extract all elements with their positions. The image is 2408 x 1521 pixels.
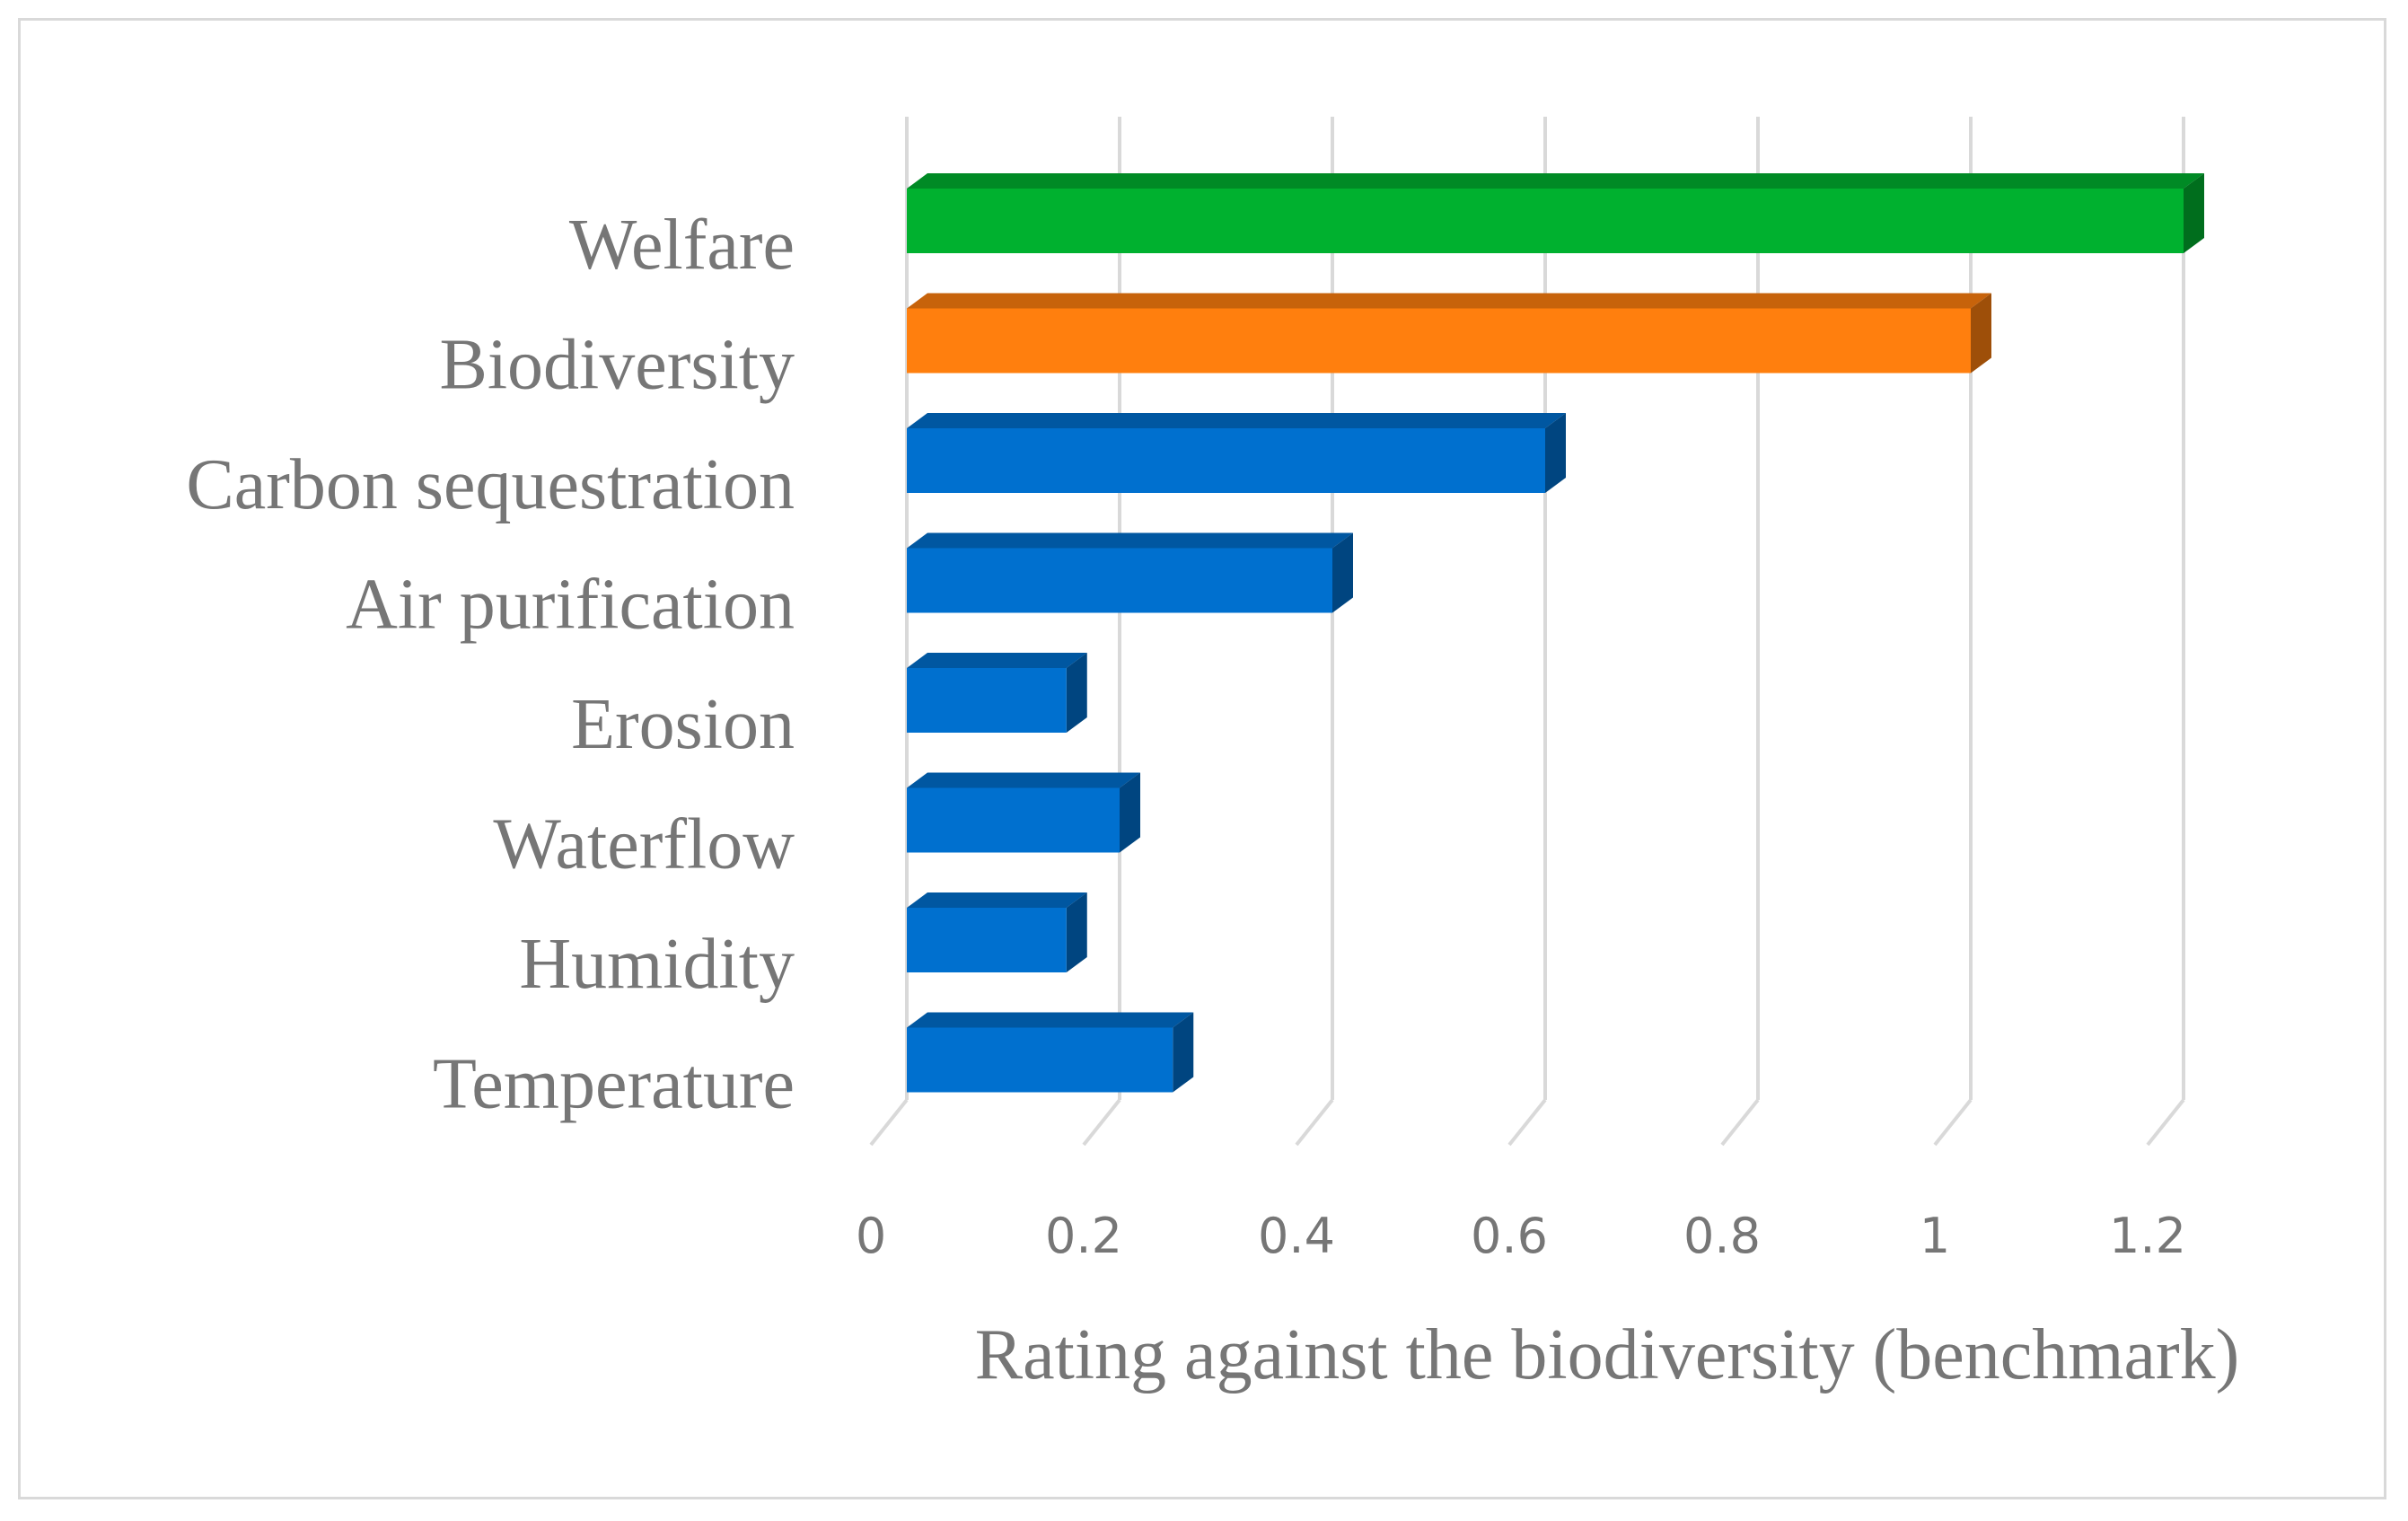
category-label-erosion: Erosion: [571, 685, 795, 764]
gridlines: [869, 117, 2185, 1147]
chart-frame: [18, 18, 2386, 1499]
bar-humidity: [907, 892, 1087, 972]
bar-top-air-purification: [907, 532, 1353, 549]
bar-top-biodiversity: [907, 293, 1991, 309]
bar-side-air-purification: [1332, 532, 1353, 613]
x-tick-label-6: 1.2: [2109, 1208, 2186, 1264]
bar-carbon-sequestration: [907, 413, 1566, 493]
bar-front-temperature: [907, 1027, 1173, 1093]
category-label-biodiversity: Biodiversity: [439, 326, 795, 405]
bar-top-carbon-sequestration: [907, 413, 1566, 428]
bar-erosion: [907, 653, 1087, 733]
bar-front-carbon-sequestration: [907, 428, 1545, 493]
bar-front-air-purification: [907, 548, 1332, 613]
gridline-floor-5: [1933, 1098, 1973, 1147]
bar-front-waterflow: [907, 787, 1120, 853]
category-label-air-purification: Air purification: [346, 566, 795, 645]
x-tick-label-5: 1: [1920, 1208, 1950, 1264]
x-tick-label-3: 0.6: [1471, 1208, 1548, 1264]
bar-side-biodiversity: [1971, 293, 1991, 374]
bar-side-erosion: [1066, 653, 1087, 733]
x-tick-label-4: 0.8: [1683, 1208, 1761, 1264]
x-tick-labels: 0 0.2 0.4 0.6 0.8 1 1.2: [856, 1208, 2186, 1264]
category-label-carbon-sequestration: Carbon sequestration: [186, 445, 795, 524]
bar-side-temperature: [1173, 1012, 1194, 1093]
x-axis-title: Rating against the biodiversity (benchma…: [975, 1315, 2240, 1394]
bar-top-temperature: [907, 1012, 1194, 1028]
bar-top-welfare: [907, 173, 2204, 189]
bar-front-biodiversity: [907, 308, 1971, 374]
category-label-humidity: Humidity: [519, 925, 795, 1004]
bar-front-humidity: [907, 908, 1067, 972]
x-tick-label-2: 0.4: [1258, 1208, 1335, 1264]
bar-biodiversity: [907, 293, 1991, 374]
bar-welfare: [907, 173, 2204, 253]
bar-front-erosion: [907, 668, 1067, 733]
gridline-floor-2: [1295, 1098, 1334, 1147]
bar-side-carbon-sequestration: [1545, 413, 1566, 493]
bar-top-waterflow: [907, 772, 1140, 788]
gridline-floor-1: [1082, 1098, 1121, 1147]
bar-side-waterflow: [1120, 772, 1140, 853]
bars: [907, 173, 2204, 1093]
category-labels: Welfare Biodiversity Carbon sequestration A…: [186, 206, 795, 1124]
x-tick-label-1: 0.2: [1045, 1208, 1122, 1264]
bar-waterflow: [907, 772, 1140, 853]
bar-top-humidity: [907, 892, 1087, 908]
bar-temperature: [907, 1012, 1194, 1093]
bar-top-erosion: [907, 653, 1087, 668]
category-label-welfare: Welfare: [569, 206, 795, 285]
category-label-temperature: Temperature: [433, 1045, 795, 1124]
gridline-floor-6: [2146, 1098, 2185, 1147]
bar-front-welfare: [907, 189, 2184, 253]
bar-side-welfare: [2184, 173, 2204, 253]
gridline-floor-4: [1720, 1098, 1760, 1147]
bar-side-humidity: [1066, 892, 1087, 972]
category-label-waterflow: Waterflow: [493, 805, 795, 884]
gridline-floor-0: [869, 1098, 909, 1147]
x-tick-label-0: 0: [856, 1208, 886, 1264]
bar-air-purification: [907, 532, 1353, 613]
gridline-floor-3: [1507, 1098, 1547, 1147]
